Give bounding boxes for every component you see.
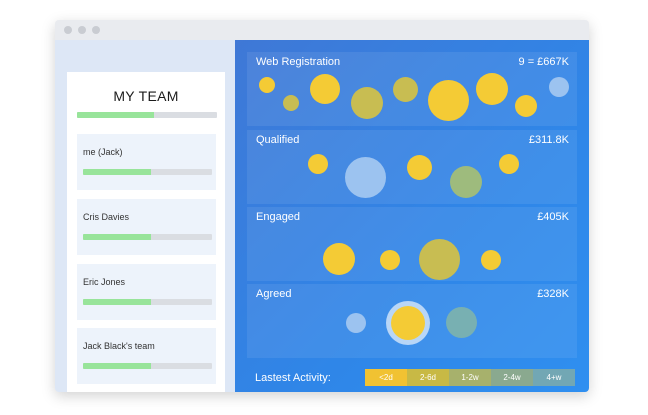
activity-legend: <2d 2-6d 1-2w 2-4w 4+w bbox=[365, 369, 575, 386]
title-bar bbox=[55, 20, 589, 40]
deal-bubble[interactable] bbox=[345, 157, 386, 198]
member-name: Cris Davies bbox=[83, 212, 130, 222]
member-name: Jack Black's team bbox=[83, 341, 155, 351]
deal-bubble[interactable] bbox=[323, 243, 355, 275]
team-title: MY TEAM bbox=[113, 88, 179, 104]
deal-bubble[interactable] bbox=[393, 77, 418, 102]
legend-item-2-6d[interactable]: 2-6d bbox=[407, 369, 449, 386]
deal-bubble[interactable] bbox=[450, 166, 482, 198]
deal-bubble[interactable] bbox=[419, 239, 460, 280]
team-member-card[interactable]: Eric Jones bbox=[77, 264, 216, 320]
stage-value: £311.8K bbox=[528, 134, 569, 146]
deal-bubble[interactable] bbox=[391, 306, 425, 340]
window-close-dot[interactable] bbox=[64, 26, 72, 34]
stage-value: 9 = £667K bbox=[518, 56, 569, 68]
team-member-card[interactable]: Cris Davies bbox=[77, 199, 216, 255]
stage-name: Qualified bbox=[256, 134, 300, 146]
deal-bubble[interactable] bbox=[259, 77, 275, 93]
member-progress-bar bbox=[83, 299, 212, 305]
stage-name: Agreed bbox=[256, 288, 292, 300]
legend-item-4plus-w[interactable]: 4+w bbox=[533, 369, 575, 386]
stage-engaged[interactable]: Engaged £405K bbox=[247, 207, 577, 281]
deal-bubble[interactable] bbox=[308, 154, 328, 174]
app-window: MY TEAM me (Jack) Cris Davies Eric Jones bbox=[55, 20, 589, 392]
member-progress-bar bbox=[83, 169, 212, 175]
stage-value: £328K bbox=[537, 288, 569, 300]
team-member-card[interactable]: Jack Black's team bbox=[77, 328, 216, 384]
deal-bubble[interactable] bbox=[499, 154, 519, 174]
deal-bubble[interactable] bbox=[549, 77, 569, 97]
deal-bubble[interactable] bbox=[446, 307, 477, 338]
legend-item-2-4w[interactable]: 2-4w bbox=[491, 369, 533, 386]
team-progress-bar bbox=[77, 112, 217, 118]
team-sidebar: MY TEAM me (Jack) Cris Davies Eric Jones bbox=[55, 40, 235, 392]
deal-bubble[interactable] bbox=[476, 73, 508, 105]
team-member-card[interactable]: me (Jack) bbox=[77, 134, 216, 190]
stage-qualified[interactable]: Qualified £311.8K bbox=[247, 130, 577, 204]
stage-value: £405K bbox=[537, 211, 569, 223]
member-progress-fill bbox=[83, 363, 152, 369]
team-progress-fill bbox=[77, 112, 154, 118]
deal-bubble[interactable] bbox=[515, 95, 537, 117]
deal-bubble[interactable] bbox=[310, 74, 340, 104]
deal-bubble[interactable] bbox=[481, 250, 501, 270]
stage-name: Web Registration bbox=[256, 56, 341, 68]
window-minimize-dot[interactable] bbox=[78, 26, 86, 34]
deal-bubble[interactable] bbox=[351, 87, 383, 119]
legend-item-lt2d[interactable]: <2d bbox=[365, 369, 407, 386]
member-progress-fill bbox=[83, 169, 152, 175]
deal-bubble[interactable] bbox=[283, 95, 299, 111]
member-progress-fill bbox=[83, 299, 152, 305]
deal-bubble[interactable] bbox=[380, 250, 400, 270]
deal-bubble[interactable] bbox=[407, 155, 432, 180]
legend-item-1-2w[interactable]: 1-2w bbox=[449, 369, 491, 386]
member-progress-fill bbox=[83, 234, 152, 240]
member-progress-bar bbox=[83, 234, 212, 240]
pipeline-panel: Web Registration 9 = £667K Qualified £31… bbox=[235, 40, 589, 392]
stage-agreed[interactable]: Agreed £328K bbox=[247, 284, 577, 358]
team-card: MY TEAM me (Jack) Cris Davies Eric Jones bbox=[67, 72, 225, 392]
member-progress-bar bbox=[83, 363, 212, 369]
stage-name: Engaged bbox=[256, 211, 301, 223]
window-maximize-dot[interactable] bbox=[92, 26, 100, 34]
member-name: me (Jack) bbox=[83, 147, 123, 157]
member-name: Eric Jones bbox=[83, 277, 126, 287]
deal-bubble[interactable] bbox=[428, 80, 469, 121]
stage-web-registration[interactable]: Web Registration 9 = £667K bbox=[247, 52, 577, 126]
deal-bubble[interactable] bbox=[346, 313, 366, 333]
legend-label: Lastest Activity: bbox=[255, 372, 331, 384]
